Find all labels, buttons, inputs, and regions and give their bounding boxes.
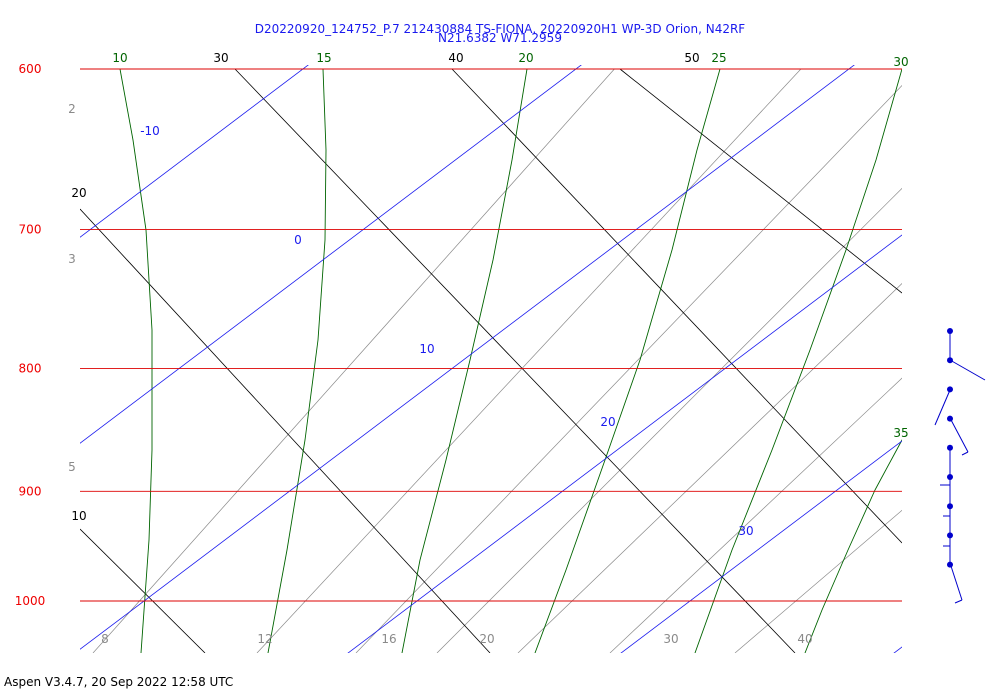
mixing-ratio-label: 3 bbox=[68, 252, 76, 266]
mixing-ratio-label: 8 bbox=[101, 632, 109, 646]
mixing-ratio-line bbox=[92, 68, 615, 653]
mixing-ratio-label: 5 bbox=[68, 460, 76, 474]
isobar-label: 900 bbox=[19, 484, 42, 498]
chart-subtitle: N21.6382 W71.2959 bbox=[438, 31, 562, 45]
mixing-ratio-label: 40 bbox=[797, 632, 812, 646]
isobar-label: 700 bbox=[19, 223, 42, 237]
wind-barb-tick bbox=[961, 451, 969, 456]
mixing-ratio-label: 12 bbox=[257, 632, 272, 646]
moist-adiabat-line bbox=[267, 68, 327, 653]
moist-adiabat-label: 25 bbox=[711, 51, 726, 65]
dry-adiabat-line bbox=[234, 68, 796, 653]
moist-adiabat-label: 10 bbox=[112, 51, 127, 65]
dry-adiabat-label: 20 bbox=[71, 186, 86, 200]
moist-adiabat-label: 20 bbox=[518, 51, 533, 65]
dry-adiabat-line bbox=[80, 528, 206, 653]
moist-adiabat-label: 35 bbox=[893, 426, 908, 440]
mixing-ratio-line bbox=[517, 283, 902, 653]
moist-adiabat-line bbox=[694, 68, 902, 653]
wind-barb-point bbox=[947, 444, 953, 451]
mixing-ratio-label: 16 bbox=[381, 632, 396, 646]
mixing-ratio-line bbox=[609, 377, 902, 653]
moist-adiabat-line bbox=[119, 68, 153, 653]
moist-adiabat-label: 15 bbox=[316, 51, 331, 65]
wind-barbs bbox=[934, 328, 986, 604]
isotherm-line bbox=[80, 65, 309, 238]
isotherm-label: 20 bbox=[600, 415, 615, 429]
wind-barb-point bbox=[947, 386, 953, 393]
isotherm-line bbox=[347, 234, 902, 653]
mixing-ratio-line bbox=[256, 68, 802, 653]
wind-barb-staff bbox=[934, 389, 951, 426]
mixing-ratio-line bbox=[355, 85, 902, 653]
isotherm-line bbox=[80, 65, 855, 650]
isobar-label: 800 bbox=[19, 362, 42, 376]
moist-adiabat-line bbox=[804, 439, 902, 653]
mixing-ratio-line bbox=[436, 187, 902, 653]
isotherm-label: -10 bbox=[140, 124, 160, 138]
dry-adiabat-label: 10 bbox=[71, 509, 86, 523]
isotherm-line bbox=[620, 440, 902, 653]
chart-title: D20220920_124752_P.7 212430884 TS-FIONA,… bbox=[254, 22, 746, 36]
isobar-label: 600 bbox=[19, 62, 42, 76]
dry-adiabat-label: 50 bbox=[684, 51, 699, 65]
isotherm-line bbox=[893, 646, 902, 653]
isotherm-label: 0 bbox=[294, 233, 302, 247]
footer-text: Aspen V3.4.7, 20 Sep 2022 12:58 UTC bbox=[4, 675, 234, 689]
dry-adiabat-line bbox=[451, 68, 902, 544]
mixing-ratio-label: 2 bbox=[68, 102, 76, 116]
dry-adiabat-line bbox=[80, 208, 491, 653]
isobar-label: 1000 bbox=[15, 594, 46, 608]
isotherm-label: 30 bbox=[738, 524, 753, 538]
wind-barb-staff bbox=[949, 562, 963, 601]
dry-adiabat-label: 40 bbox=[448, 51, 463, 65]
mixing-ratio-line bbox=[734, 509, 902, 653]
isotherm-line bbox=[80, 65, 582, 444]
wind-barb-staff bbox=[949, 359, 986, 381]
moist-adiabat-line bbox=[534, 68, 721, 653]
background-lines bbox=[80, 65, 902, 653]
mixing-ratio-label: 30 bbox=[663, 632, 678, 646]
isotherm-label: 10 bbox=[419, 342, 434, 356]
wind-barb-tick bbox=[954, 599, 963, 604]
wind-barb-staff bbox=[949, 417, 969, 453]
dry-adiabat-line bbox=[619, 68, 902, 294]
moist-adiabat-line bbox=[401, 68, 528, 653]
moist-adiabat-label: 30 bbox=[893, 55, 908, 69]
mixing-ratio-label: 20 bbox=[479, 632, 494, 646]
dry-adiabat-label: 30 bbox=[213, 51, 228, 65]
